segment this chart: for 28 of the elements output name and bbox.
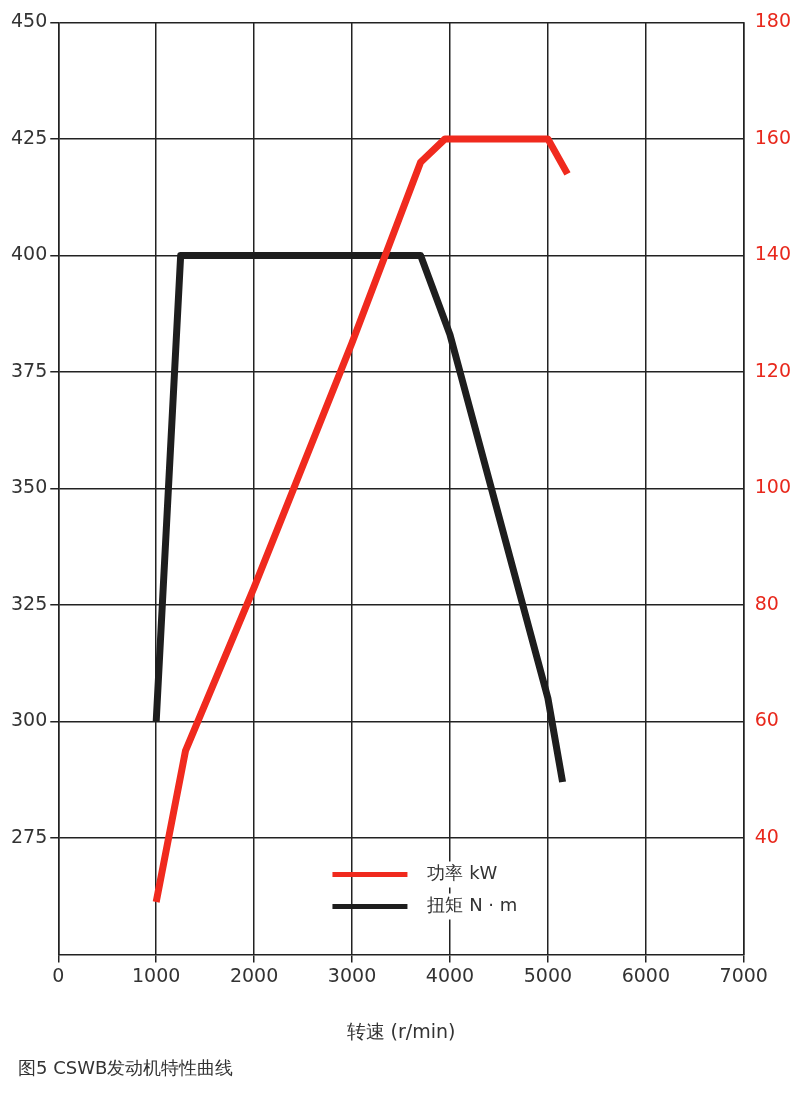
y-tick-label: 450 xyxy=(11,9,48,32)
y-tick-label: 400 xyxy=(11,242,48,265)
x-tick-label: 7000 xyxy=(719,963,768,986)
legend-label: 扭矩 N · m xyxy=(427,894,518,916)
y2-tick-label: 40 xyxy=(754,824,779,847)
x-tick-label: 0 xyxy=(52,963,65,986)
x-tick-label: 6000 xyxy=(621,963,670,986)
y-tick-label: 275 xyxy=(11,824,48,847)
y2-tick-label: 140 xyxy=(754,242,791,265)
y2-tick-label: 80 xyxy=(754,591,779,614)
x-tick-label: 4000 xyxy=(425,963,475,986)
y-tick-label: 425 xyxy=(11,125,48,148)
x-tick-label: 3000 xyxy=(327,963,377,986)
legend-label: 功率 kW xyxy=(427,862,498,884)
y-tick-label: 350 xyxy=(11,475,48,498)
y-tick-label: 375 xyxy=(11,358,48,381)
y-tick-label: 325 xyxy=(11,591,48,614)
y2-tick-label: 120 xyxy=(754,358,791,381)
y2-tick-label: 60 xyxy=(754,708,779,731)
x-axis-title: 转速 (r/min) xyxy=(346,1019,456,1042)
y2-tick-label: 160 xyxy=(754,125,791,148)
y2-tick-label: 180 xyxy=(754,9,791,32)
x-tick-label: 2000 xyxy=(229,963,279,986)
x-tick-label: 1000 xyxy=(132,963,181,986)
y-tick-label: 300 xyxy=(11,708,48,731)
x-tick-label: 5000 xyxy=(523,963,573,986)
y2-tick-label: 100 xyxy=(754,475,791,498)
caption: 图5 CSWB发动机特性曲线 xyxy=(18,1056,235,1080)
